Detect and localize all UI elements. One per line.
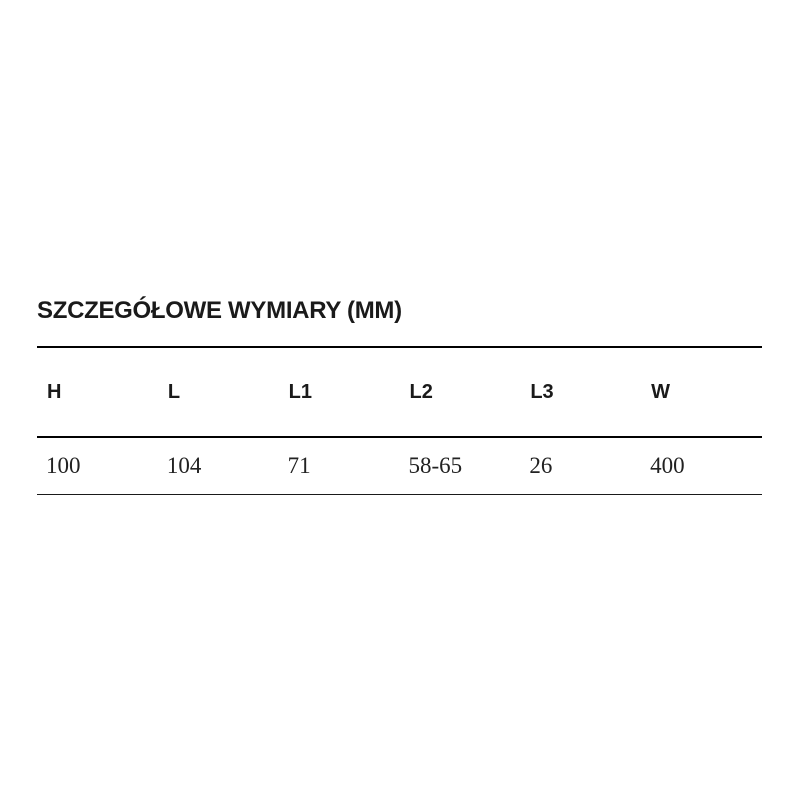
- cell-l3: 26: [520, 437, 642, 495]
- column-header-l3: L3: [520, 347, 642, 438]
- column-header-l2: L2: [399, 347, 521, 438]
- column-header-w: W: [641, 347, 762, 438]
- detailed-dimensions-section: SZCZEGÓŁOWE WYMIARY (MM) H L L1 L2 L3 W …: [37, 296, 762, 495]
- column-header-h: H: [37, 347, 158, 438]
- cell-w: 400: [641, 437, 762, 495]
- dimensions-table: H L L1 L2 L3 W 100 104 71 58-65 26 400: [37, 346, 762, 495]
- cell-h: 100: [37, 437, 158, 495]
- cell-l1: 71: [278, 437, 400, 495]
- table-header-row: H L L1 L2 L3 W: [37, 347, 762, 438]
- column-header-l: L: [157, 347, 279, 438]
- cell-l2: 58-65: [399, 437, 521, 495]
- section-title: SZCZEGÓŁOWE WYMIARY (MM): [37, 297, 402, 324]
- cell-l: 104: [157, 437, 279, 495]
- table-row: 100 104 71 58-65 26 400: [37, 437, 762, 495]
- column-header-l1: L1: [278, 347, 400, 438]
